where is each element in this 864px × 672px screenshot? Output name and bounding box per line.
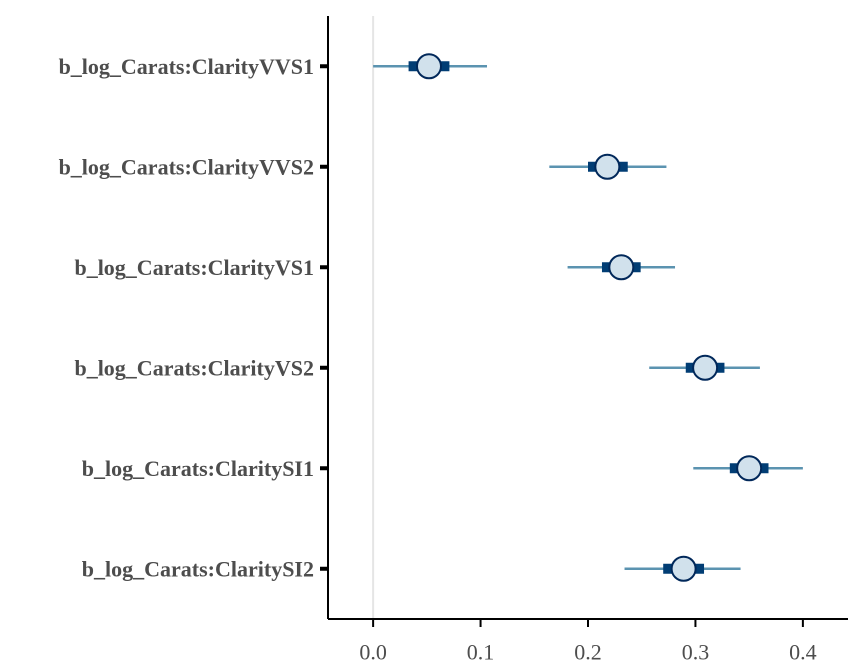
x-tick-label: 0.0: [359, 640, 387, 665]
point-estimate: [692, 354, 719, 381]
x-tick-label: 0.3: [682, 640, 710, 665]
x-tick-label: 0.1: [467, 640, 495, 665]
y-tick-label: b_log_Carats:ClaritySI2: [82, 556, 314, 581]
y-tick-label: b_log_Carats:ClarityVVS1: [59, 54, 314, 79]
point-estimate: [608, 254, 635, 281]
y-tick-label: b_log_Carats:ClarityVS1: [74, 255, 314, 280]
x-ticks: 0.0 0.1 0.2 0.3 0.4: [359, 619, 817, 665]
y-tick-label: b_log_Carats:ClarityVVS2: [59, 154, 314, 179]
point-estimate: [594, 153, 621, 180]
y-tick-label: b_log_Carats:ClarityVS2: [74, 355, 314, 380]
x-tick-label: 0.2: [574, 640, 602, 665]
chart-marks: [373, 53, 803, 582]
point-estimate: [670, 555, 697, 582]
point-estimate: [736, 455, 763, 482]
y-tick-label: b_log_Carats:ClaritySI1: [82, 456, 314, 481]
point-estimate: [415, 53, 442, 80]
x-tick-label: 0.4: [789, 640, 817, 665]
y-ticks: b_log_Carats:ClarityVVS1 b_log_Carats:Cla…: [59, 54, 328, 581]
